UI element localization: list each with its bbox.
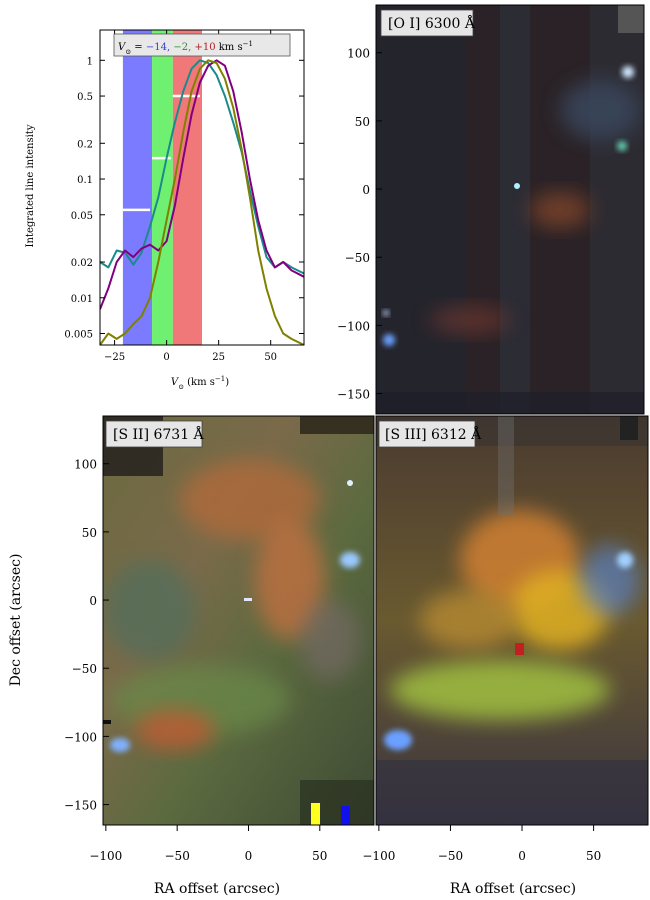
velocity-band-0 [122, 30, 153, 345]
x-tick-label: 25 [212, 352, 225, 363]
oi-map-panel: [O I] 6300 Å 100 50 0 −50 −100 −150 [337, 4, 645, 415]
oi-title-box: [O I] 6300 Å [380, 9, 476, 37]
legend-value-red: +10 [194, 42, 215, 53]
y-tick-label: −50 [72, 662, 97, 676]
siii-map-image [376, 416, 648, 825]
profile-series-2 [100, 59, 304, 345]
dec-axis-label: Dec offset (arcsec) [8, 554, 24, 687]
legend-value-blue: −14, [146, 42, 170, 53]
y-tick-label: 0.01 [71, 294, 93, 305]
siii-title-box: [S III] 6312 Å [378, 420, 482, 448]
sii-title-box: [S II] 6731 Å [105, 420, 205, 448]
siii-title: [S III] 6312 Å [385, 425, 482, 443]
y-tick-label: 0 [89, 594, 97, 608]
legend-value-green: −2, [173, 42, 191, 53]
y-tick-label: −50 [345, 251, 370, 265]
y-tick-label: −150 [64, 799, 97, 813]
y-tick-label: −100 [64, 730, 97, 744]
x-tick-label: 0 [245, 849, 253, 863]
y-axis-label: Integrated line intensity [25, 124, 36, 247]
x-tick-label: 0 [518, 849, 526, 863]
x-tick-label: 50 [586, 849, 601, 863]
y-tick-label: 100 [74, 458, 97, 472]
y-tick-label: −100 [337, 319, 370, 333]
oi-map-image [376, 5, 644, 414]
ra-axis-label-right: RA offset (arcsec) [450, 881, 576, 897]
y-tick-label: −150 [337, 388, 370, 402]
svg-text:V⊙ = −14, −2, +10 km s−1: V⊙ = −14, −2, +10 km s−1 [118, 40, 253, 56]
x-tick-label: −25 [104, 352, 125, 363]
y-tick-label: 0.02 [71, 258, 93, 269]
sii-title: [S II] 6731 Å [113, 425, 205, 443]
y-tick-label: 0.2 [77, 139, 93, 150]
y-tick-label: 0.5 [77, 92, 93, 103]
sii-map-image [103, 416, 374, 825]
x-tick-label: 50 [312, 849, 327, 863]
ra-axis-label-left: RA offset (arcsec) [154, 881, 280, 897]
x-tick-label: −50 [165, 849, 190, 863]
profile-series-1 [100, 59, 304, 310]
x-tick-label: 0 [163, 352, 169, 363]
oi-title: [O I] 6300 Å [388, 14, 476, 32]
legend-box: V⊙ = −14, −2, +10 km s−1 [113, 33, 291, 57]
y-tick-label: 50 [82, 526, 97, 540]
y-tick-label: 50 [355, 115, 370, 129]
yellow-marker [311, 803, 320, 825]
y-tick-label: 0.1 [77, 175, 93, 186]
y-tick-label: 0.005 [64, 329, 93, 340]
y-tick-label: 100 [347, 47, 370, 61]
x-tick-label: 50 [264, 352, 277, 363]
y-tick-label: 1 [87, 56, 93, 67]
y-tick-label: 0 [362, 183, 370, 197]
sii-map-panel: [S II] 6731 Å 100 50 0 −50 −100 −150 −100 −50 0 5… [8, 415, 375, 897]
legend-prefix: V [118, 42, 127, 53]
x-axis-label: V⊙ (km s−1) [171, 375, 229, 391]
velocity-band-1 [152, 30, 173, 345]
siii-map-panel: [S III] 6312 Å −100 −50 0 50 RA offset (arc… [362, 415, 649, 897]
plot-frame [99, 29, 305, 346]
blue-marker [341, 806, 350, 825]
x-tick-label: −50 [438, 849, 463, 863]
legend-exponent: −1 [243, 40, 253, 48]
profile-series-0 [100, 59, 304, 275]
line-profile-panel: −25 0 25 50 1 0.5 0.2 0.1 0.05 0.02 0.01 0.005 V⊙ =… [25, 29, 305, 391]
y-tick-label: 0.05 [71, 211, 93, 222]
legend-units: km s [219, 42, 243, 53]
x-tick-label: −100 [362, 849, 395, 863]
x-tick-label: −100 [89, 849, 122, 863]
